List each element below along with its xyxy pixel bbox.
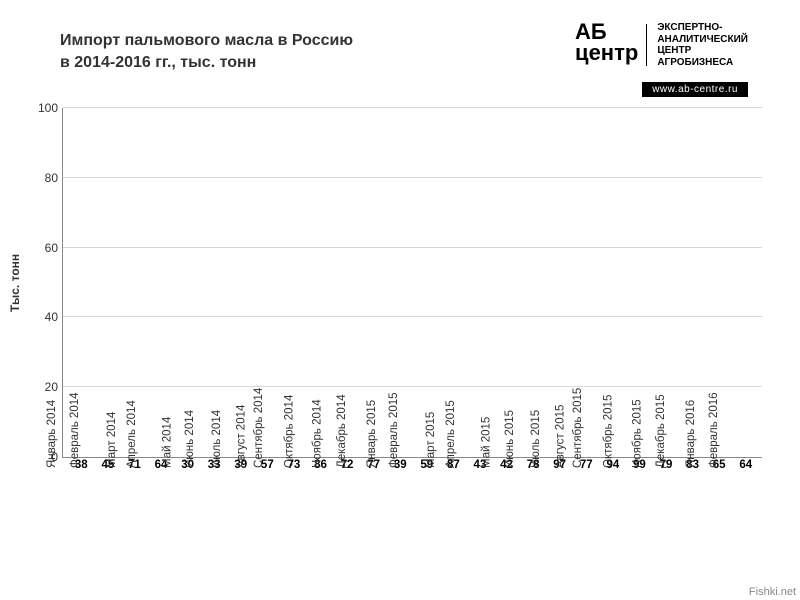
y-tick-label: 100 bbox=[22, 101, 58, 115]
x-tick-label: Июль 2014 bbox=[211, 410, 223, 468]
x-tick-label: Январь 2016 bbox=[685, 400, 697, 468]
x-tick-label: Ноябрь 2015 bbox=[631, 399, 643, 468]
x-tick-label: Апрель 2014 bbox=[126, 400, 138, 468]
x-tick: Апрель 2014 bbox=[148, 464, 173, 578]
logo: АБ центр ЭКСПЕРТНО- АНАЛИТИЧЕСКИЙ ЦЕНТР … bbox=[575, 22, 748, 68]
chart-title-line1: Импорт пальмового масла в Россию bbox=[60, 30, 353, 52]
y-tick-label: 80 bbox=[22, 171, 58, 185]
x-tick-label: Октябрь 2014 bbox=[283, 395, 295, 468]
x-tick: Ноябрь 2014 bbox=[334, 464, 359, 578]
x-tick-label: Январь 2014 bbox=[46, 400, 58, 468]
x-tick-label: Апрель 2015 bbox=[446, 400, 458, 468]
watermark-text: Fishki.net bbox=[749, 586, 796, 598]
x-tick-label: Июнь 2014 bbox=[184, 410, 196, 468]
x-tick: Январь 2016 bbox=[707, 464, 732, 578]
logo-mark: АБ центр bbox=[575, 22, 638, 64]
chart-title: Импорт пальмового масла в Россию в 2014-… bbox=[60, 30, 353, 73]
x-tick: Сентябрь 2014 bbox=[281, 464, 306, 578]
x-tick: Январь 2015 bbox=[387, 464, 412, 578]
x-tick-label: Июнь 2015 bbox=[504, 410, 516, 468]
chart-frame: { "header": { "title_line1": "Импорт пал… bbox=[0, 0, 800, 600]
x-tick-label: Сентябрь 2015 bbox=[572, 388, 584, 468]
x-tick-label: Март 2014 bbox=[105, 412, 117, 468]
x-tick: Декабрь 2014 bbox=[361, 464, 386, 578]
x-tick-label: Ноябрь 2014 bbox=[312, 399, 324, 468]
x-tick: Июль 2015 bbox=[547, 464, 572, 578]
x-tick: Июнь 2015 bbox=[520, 464, 545, 578]
x-tick: Август 2015 bbox=[574, 464, 599, 578]
x-tick: Декабрь 2015 bbox=[680, 464, 705, 578]
x-tick: Март 2015 bbox=[441, 464, 466, 578]
logo-text: ЭКСПЕРТНО- АНАЛИТИЧЕСКИЙ ЦЕНТР АГРОБИЗНЕ… bbox=[657, 22, 748, 68]
x-tick-label: Февраль 2016 bbox=[708, 392, 720, 468]
x-tick-label: Февраль 2015 bbox=[388, 392, 400, 468]
x-tick: Май 2015 bbox=[494, 464, 519, 578]
y-tick-label: 20 bbox=[22, 380, 58, 394]
bar-chart: Тыс. тонн 384571643033395773867277395987… bbox=[62, 108, 762, 578]
x-tick: Июль 2014 bbox=[228, 464, 253, 578]
x-tick: Февраль 2016 bbox=[733, 464, 758, 578]
y-axis-label: Тыс. тонн bbox=[8, 253, 22, 311]
x-tick-label: Декабрь 2014 bbox=[336, 394, 348, 468]
x-tick: Февраль 2014 bbox=[95, 464, 120, 578]
x-tick-label: Декабрь 2015 bbox=[656, 394, 668, 468]
x-tick-label: Февраль 2014 bbox=[69, 392, 81, 468]
x-tick-label: Август 2015 bbox=[554, 405, 566, 468]
x-tick-label: Август 2014 bbox=[235, 405, 247, 468]
x-tick: Июнь 2014 bbox=[201, 464, 226, 578]
y-tick-label: 40 bbox=[22, 310, 58, 324]
x-tick-label: Январь 2015 bbox=[366, 400, 378, 468]
x-tick: Октябрь 2015 bbox=[627, 464, 652, 578]
x-tick: Май 2014 bbox=[174, 464, 199, 578]
x-tick-label: Сентябрь 2014 bbox=[253, 388, 265, 468]
x-tick-label: Июль 2015 bbox=[530, 410, 542, 468]
x-tick-label: Март 2015 bbox=[425, 412, 437, 468]
logo-divider bbox=[646, 24, 647, 66]
x-tick: Январь 2014 bbox=[68, 464, 93, 578]
x-tick: Февраль 2015 bbox=[414, 464, 439, 578]
x-tick: Октябрь 2014 bbox=[307, 464, 332, 578]
x-tick-label: Октябрь 2015 bbox=[602, 395, 614, 468]
logo-url: www.ab-centre.ru bbox=[642, 82, 748, 97]
x-tick: Сентябрь 2015 bbox=[600, 464, 625, 578]
chart-title-line2: в 2014-2016 гг., тыс. тонн bbox=[60, 52, 353, 74]
x-tick-label: Май 2015 bbox=[480, 417, 492, 468]
x-tick: Март 2014 bbox=[121, 464, 146, 578]
x-tick: Ноябрь 2015 bbox=[653, 464, 678, 578]
x-tick-label: Май 2014 bbox=[161, 417, 173, 468]
y-tick-label: 60 bbox=[22, 241, 58, 255]
x-tick: Август 2014 bbox=[254, 464, 279, 578]
x-axis-labels: Январь 2014Февраль 2014Март 2014Апрель 2… bbox=[68, 464, 758, 578]
x-tick: Апрель 2015 bbox=[467, 464, 492, 578]
